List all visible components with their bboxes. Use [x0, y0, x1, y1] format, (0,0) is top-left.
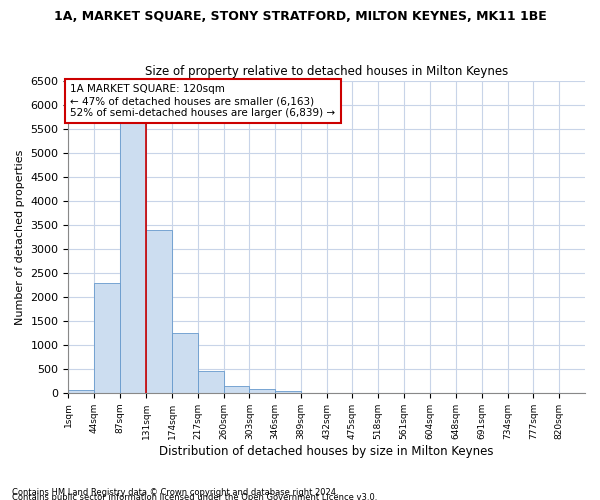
Bar	[146, 230, 172, 393]
Text: 1A, MARKET SQUARE, STONY STRATFORD, MILTON KEYNES, MK11 1BE: 1A, MARKET SQUARE, STONY STRATFORD, MILT…	[53, 10, 547, 23]
Bar	[224, 386, 250, 393]
Bar	[275, 390, 301, 393]
Y-axis label: Number of detached properties: Number of detached properties	[15, 150, 25, 324]
Bar	[198, 372, 224, 393]
Text: Contains HM Land Registry data © Crown copyright and database right 2024.: Contains HM Land Registry data © Crown c…	[12, 488, 338, 497]
Bar	[250, 389, 275, 393]
Bar	[68, 390, 94, 393]
X-axis label: Distribution of detached houses by size in Milton Keynes: Distribution of detached houses by size …	[160, 444, 494, 458]
Text: Contains public sector information licensed under the Open Government Licence v3: Contains public sector information licen…	[12, 492, 377, 500]
Text: 1A MARKET SQUARE: 120sqm
← 47% of detached houses are smaller (6,163)
52% of sem: 1A MARKET SQUARE: 120sqm ← 47% of detach…	[70, 84, 335, 117]
Title: Size of property relative to detached houses in Milton Keynes: Size of property relative to detached ho…	[145, 66, 508, 78]
Bar	[172, 333, 198, 393]
Bar	[120, 100, 146, 393]
Bar	[94, 282, 120, 393]
